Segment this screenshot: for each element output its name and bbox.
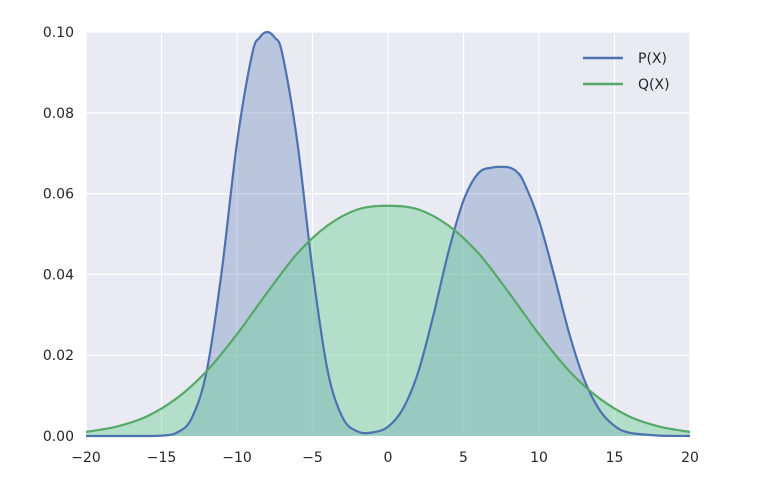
x-tick-label: −20 [71, 450, 101, 466]
x-tick-label: 5 [459, 450, 468, 466]
grid-lines [85, 31, 691, 437]
series-line-0 [86, 30, 691, 438]
y-axis-tick-labels: 0.00 0.02 0.04 0.06 0.08 0.10 [43, 25, 74, 445]
series-line-1 [85, 204, 691, 434]
y-tick-label: 0.06 [43, 187, 74, 203]
x-tick-label: −10 [222, 450, 252, 466]
legend-label-1: Q(X) [638, 77, 670, 93]
x-tick-label: 0 [384, 450, 393, 466]
legend-label-0: P(X) [638, 51, 667, 67]
x-tick-label: −5 [302, 450, 323, 466]
x-tick-label: 10 [530, 450, 548, 466]
x-tick-label: 15 [606, 450, 624, 466]
x-tick-label: 20 [681, 450, 699, 466]
series-lines [85, 30, 691, 438]
y-tick-label: 0.10 [43, 25, 74, 41]
y-tick-label: 0.04 [43, 267, 74, 283]
y-tick-label: 0.00 [43, 429, 74, 445]
series-area-1 [86, 205, 690, 436]
x-axis-tick-labels: −20 −15 −10 −5 0 5 10 15 20 [71, 450, 699, 466]
y-tick-label: 0.02 [43, 348, 74, 364]
y-tick-label: 0.08 [43, 106, 74, 122]
x-tick-label: −15 [147, 450, 177, 466]
legend: P(X) Q(X) [583, 51, 670, 93]
